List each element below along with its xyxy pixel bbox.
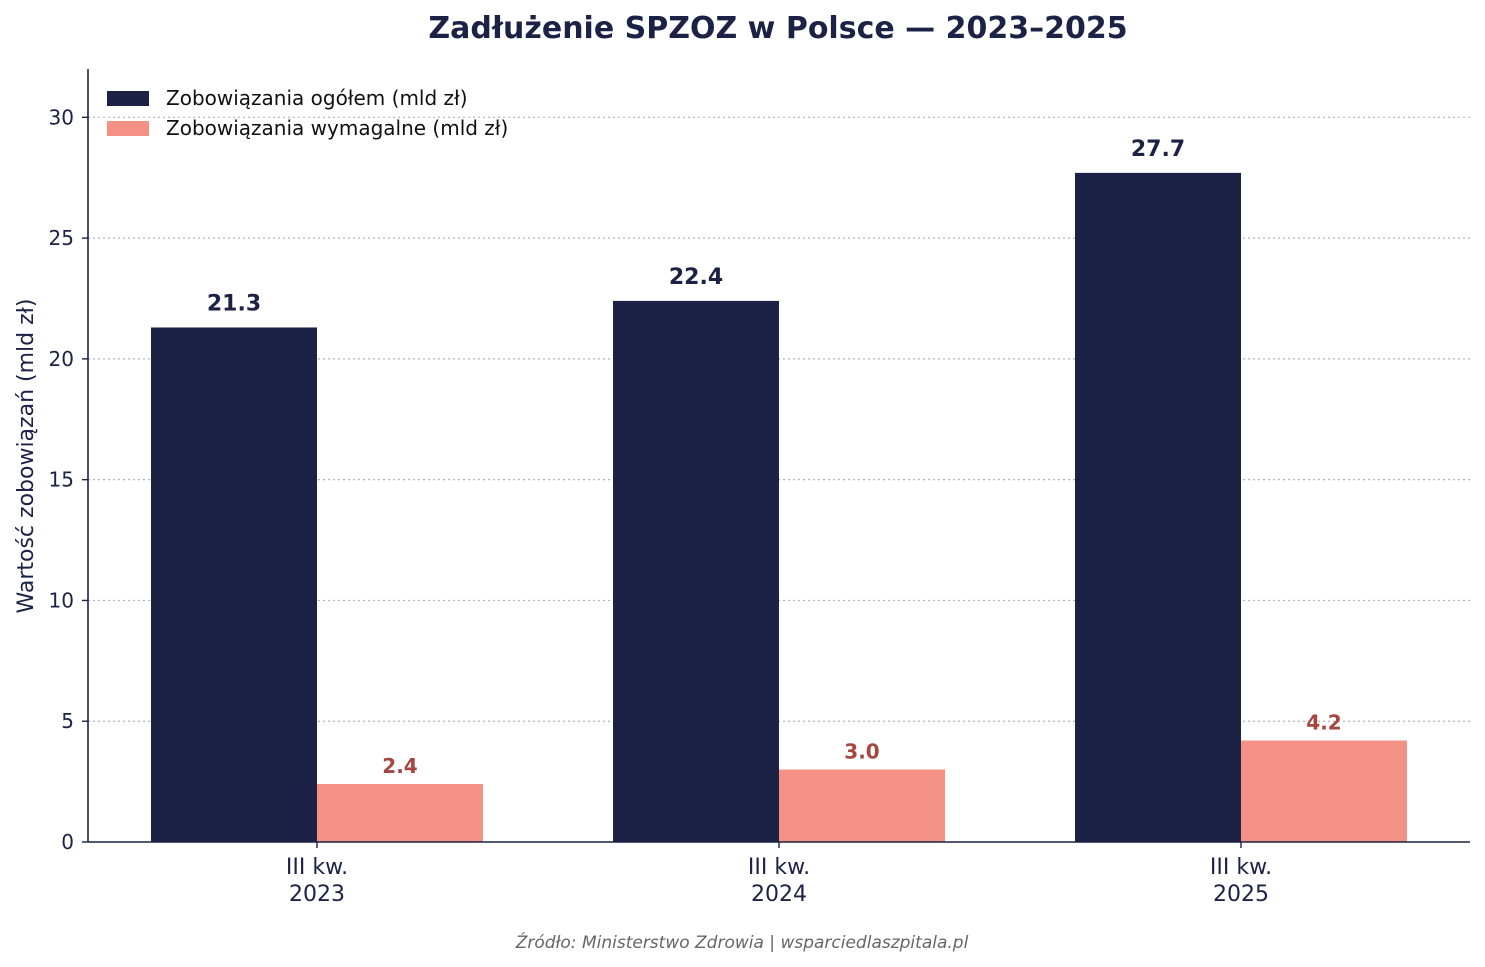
bar-due-2	[1241, 740, 1407, 842]
y-tick-label: 0	[61, 830, 74, 854]
legend: Zobowiązania ogółem (mld zł) Zobowiązania…	[107, 86, 508, 140]
value-label: 3.0	[844, 740, 879, 764]
bar-total-0	[151, 327, 317, 842]
legend-swatch	[107, 91, 149, 106]
x-tick-label: 2025	[1213, 882, 1269, 907]
value-label: 22.4	[669, 265, 723, 290]
x-tick-label: III kw.	[748, 855, 810, 880]
x-tick-label: III kw.	[1210, 855, 1272, 880]
y-tick-label: 25	[49, 226, 74, 250]
x-tick-label: III kw.	[286, 855, 348, 880]
bar-total-1	[613, 300, 779, 842]
value-label: 27.7	[1131, 137, 1185, 162]
y-tick-label: 15	[49, 468, 74, 492]
y-tick-label: 10	[49, 588, 74, 612]
legend-label: Zobowiązania ogółem (mld zł)	[166, 86, 468, 110]
bar-total-2	[1075, 172, 1241, 842]
legend-swatch	[107, 121, 149, 136]
value-label: 21.3	[207, 291, 261, 316]
y-tick-label: 5	[61, 709, 74, 733]
bar-due-1	[779, 769, 945, 842]
y-tick-label: 20	[49, 347, 74, 371]
x-tick-label: 2024	[751, 882, 807, 907]
chart-title: Zadłużenie SPZOZ w Polsce — 2023–2025	[428, 11, 1127, 46]
value-labels: 21.3 22.4 27.7 2.4 3.0 4.2	[207, 137, 1342, 778]
x-tick-label: 2023	[289, 882, 345, 907]
value-label: 4.2	[1306, 711, 1341, 735]
bar-due-0	[317, 784, 483, 842]
bars	[151, 172, 1407, 842]
legend-label: Zobowiązania wymagalne (mld zł)	[166, 116, 508, 140]
source-note: Źródło: Ministerstwo Zdrowia | wsparcied…	[515, 931, 969, 953]
value-label: 2.4	[382, 754, 417, 778]
y-axis-ticks: 0 5 10 15 20 25 30	[49, 105, 88, 854]
y-axis-label: Wartość zobowiązań (mld zł)	[14, 299, 39, 614]
y-tick-label: 30	[49, 105, 74, 129]
